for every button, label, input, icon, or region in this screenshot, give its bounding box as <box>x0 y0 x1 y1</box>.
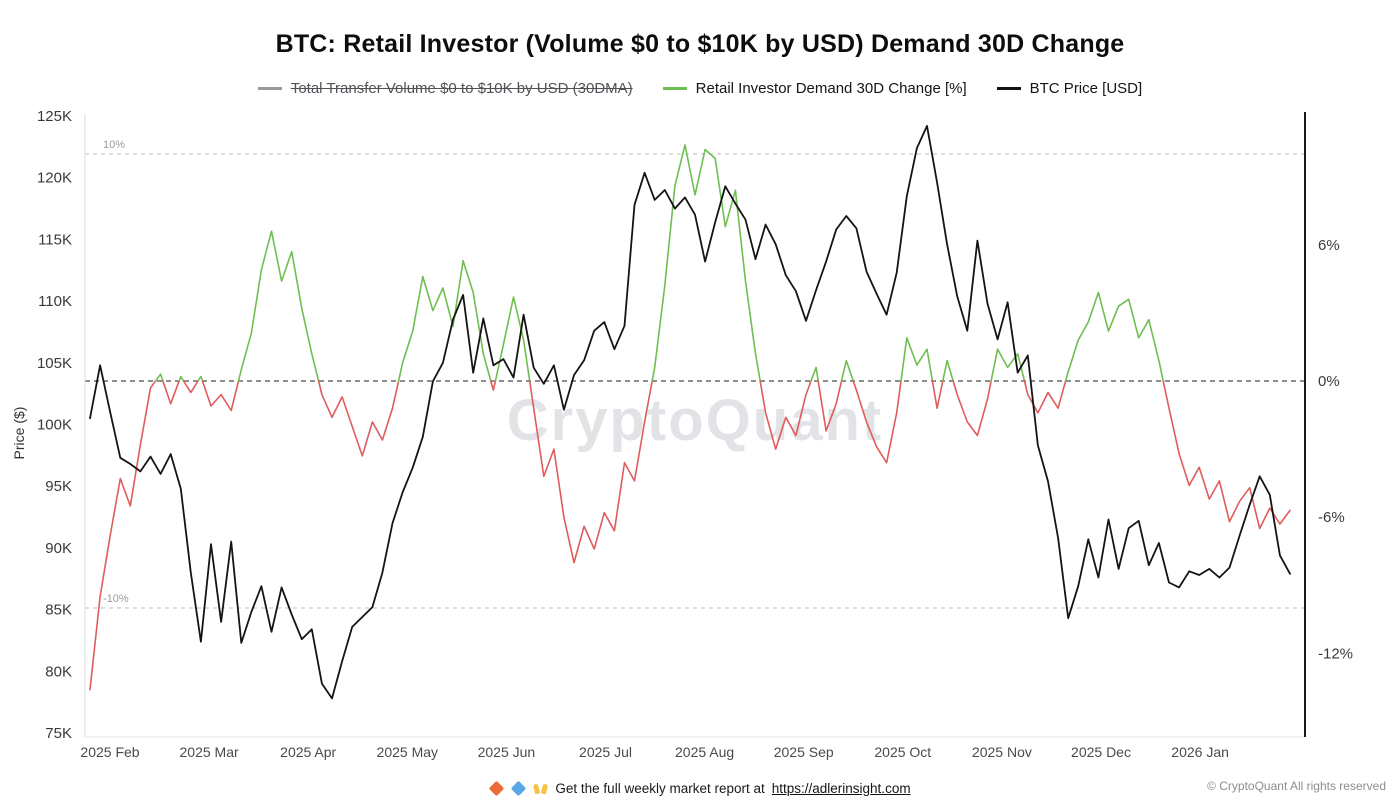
green-line-swatch-icon <box>662 87 687 90</box>
left-axis-title: Price ($) <box>11 406 27 460</box>
demand-line-segment <box>317 380 400 457</box>
demand-line-segment <box>817 380 843 432</box>
month-label: 2025 Jul <box>579 744 632 760</box>
legend-item-btc-price[interactable]: BTC Price [USD] <box>996 80 1143 97</box>
gray-line-swatch-icon <box>257 87 282 90</box>
price-tick-label: 100K <box>37 417 72 434</box>
pct-tick-label: 6% <box>1318 237 1340 254</box>
demand-line-segment <box>952 380 992 437</box>
demand-line-segment <box>941 359 955 382</box>
promo-link[interactable]: https://adlerinsight.com <box>771 781 911 796</box>
demand-line-segment <box>528 380 654 564</box>
copyright: © CryptoQuant All rights reserved <box>1207 779 1386 793</box>
demand-line-segment <box>494 296 531 382</box>
demand-line-segment <box>182 380 199 394</box>
legend-label-retail-demand: Retail Investor Demand 30D Change [%] <box>695 80 967 97</box>
demand-line-segment <box>1064 291 1164 382</box>
price-tick-label: 110K <box>38 293 72 310</box>
price-tick-label: 115K <box>38 231 72 248</box>
pct-tick-label: -12% <box>1318 645 1353 662</box>
orange-diamond-icon <box>489 780 505 797</box>
promo-text: Get the full weekly market report at <box>555 781 765 796</box>
raised-hands-icon <box>533 782 548 795</box>
demand-line-segment <box>89 380 157 691</box>
demand-line-segment <box>931 380 944 410</box>
legend: Total Transfer Volume $0 to $10K by USD … <box>0 80 1400 97</box>
legend-item-total-transfer-volume[interactable]: Total Transfer Volume $0 to $10K by USD … <box>257 80 633 97</box>
demand-line-segment <box>397 259 492 382</box>
price-tick-label: 105K <box>37 355 72 372</box>
black-line-swatch-icon <box>996 87 1021 90</box>
month-label: 2025 Feb <box>80 744 139 760</box>
demand-line-segment <box>852 380 902 464</box>
month-label: 2025 Apr <box>280 744 336 760</box>
price-tick-label: 125K <box>37 108 72 125</box>
month-label: 2025 May <box>377 744 438 760</box>
month-label: 2025 Aug <box>675 744 734 760</box>
btc-price-line <box>89 125 1291 700</box>
demand-line-segment <box>759 380 812 450</box>
demand-line-segment <box>810 366 820 382</box>
lower-dashed-label: -10% <box>103 593 129 605</box>
demand-line-segment <box>237 230 320 382</box>
month-label: 2025 Sep <box>774 744 834 760</box>
demand-line-segment <box>178 375 185 382</box>
demand-line-segment <box>489 380 497 391</box>
price-tick-label: 95K <box>45 478 72 495</box>
legend-label-btc-price: BTC Price [USD] <box>1029 80 1143 97</box>
price-tick-label: 85K <box>45 602 72 619</box>
legend-item-retail-demand[interactable]: Retail Investor Demand 30D Change [%] <box>662 80 967 97</box>
legend-label-total-transfer-volume: Total Transfer Volume $0 to $10K by USD … <box>290 80 633 97</box>
demand-line-segment <box>197 375 204 382</box>
month-label: 2025 Jun <box>478 744 536 760</box>
demand-line-segment <box>1023 380 1067 414</box>
demand-line-segment <box>990 348 1026 382</box>
demand-line-segment <box>651 144 762 382</box>
demand-line-segment <box>154 373 164 382</box>
watermark: CryptoQuant <box>507 388 883 453</box>
pct-tick-label: 0% <box>1318 373 1340 390</box>
price-tick-label: 75K <box>45 725 72 742</box>
demand-line-segment <box>900 337 934 382</box>
demand-line-segment <box>1162 380 1291 530</box>
demand-line-segment <box>201 380 240 412</box>
month-label: 2025 Mar <box>180 744 239 760</box>
footer-promo: Get the full weekly market report at htt… <box>0 780 1400 797</box>
blue-diamond-icon <box>511 780 527 797</box>
upper-dashed-label: 10% <box>103 139 125 151</box>
chart-title: BTC: Retail Investor (Volume $0 to $10K … <box>275 30 1125 58</box>
month-label: 2026 Jan <box>1171 744 1229 760</box>
price-tick-label: 120K <box>37 170 72 187</box>
month-label: 2025 Nov <box>972 744 1032 760</box>
demand-line-segment <box>840 359 855 382</box>
pct-tick-label: -6% <box>1318 509 1345 526</box>
price-tick-label: 90K <box>45 540 72 557</box>
price-tick-label: 80K <box>45 663 72 680</box>
demand-line-segment <box>162 380 180 405</box>
month-label: 2025 Oct <box>874 744 931 760</box>
month-label: 2025 Dec <box>1071 744 1131 760</box>
